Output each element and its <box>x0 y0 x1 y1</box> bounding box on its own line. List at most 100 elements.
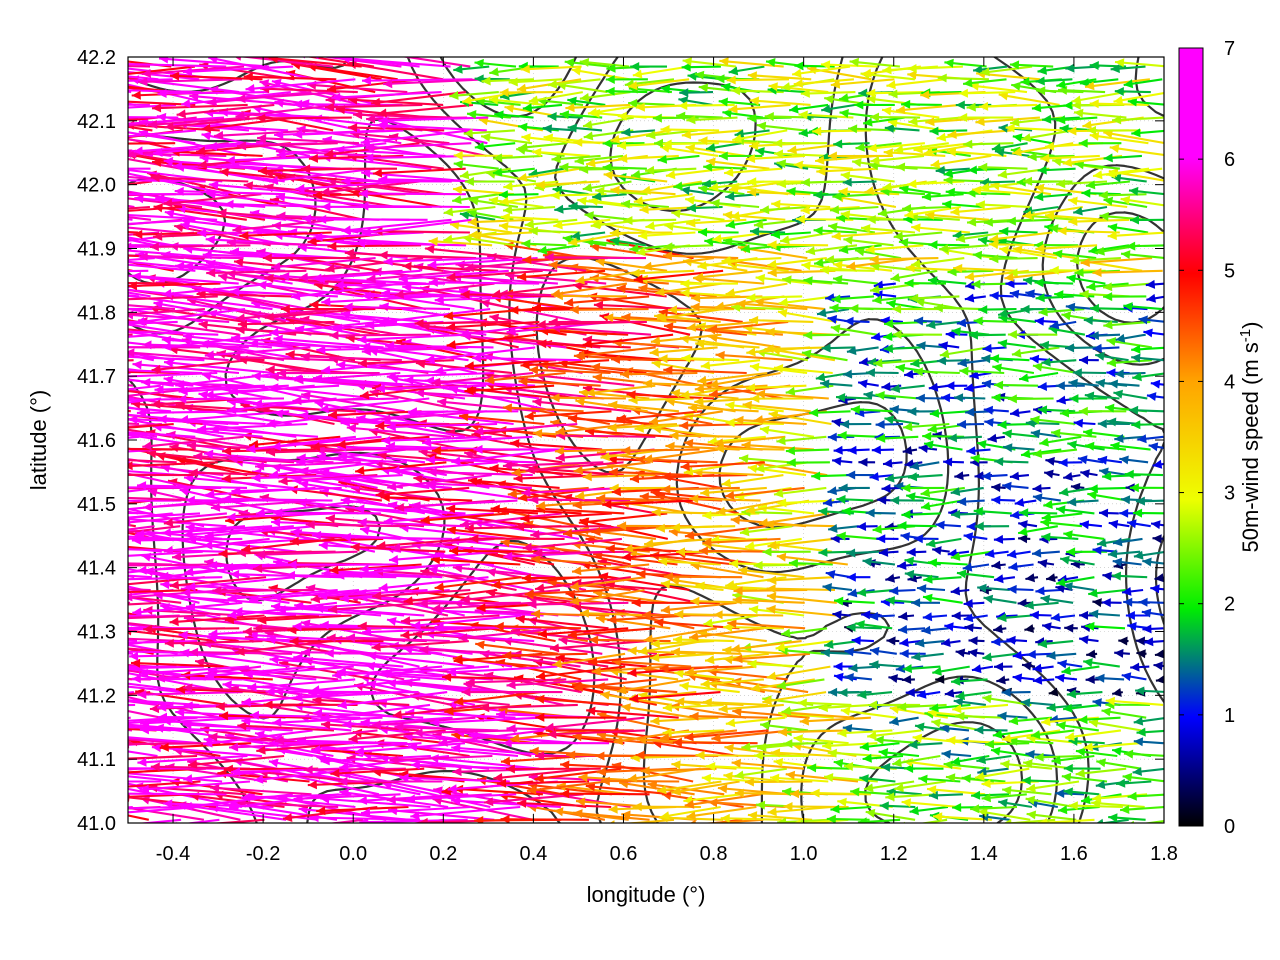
wind-arrow-shaft <box>403 735 510 745</box>
wind-arrow-head <box>65 340 75 349</box>
wind-arrow-head <box>535 694 545 704</box>
wind-arrow-head <box>405 794 416 804</box>
wind-arrow-head <box>449 546 459 556</box>
wind-arrow-head <box>846 548 856 558</box>
wind-arrow-shaft <box>627 649 696 655</box>
wind-arrow-head <box>137 690 147 699</box>
wind-arrow-head <box>23 201 33 210</box>
wind-arrow-head <box>319 620 329 630</box>
wind-arrow-head <box>392 710 403 720</box>
wind-arrow-head <box>515 614 526 624</box>
wind-arrow-head <box>1066 689 1077 699</box>
wind-arrow-head <box>161 528 172 538</box>
wind-arrow-head <box>1105 696 1115 706</box>
wind-arrow-shaft <box>690 600 759 604</box>
wind-arrow-shaft <box>233 610 342 617</box>
wind-arrow-head <box>1068 801 1078 811</box>
wind-arrow-head <box>84 484 93 493</box>
wind-arrow-shaft <box>621 705 694 719</box>
wind-arrow-head <box>1066 547 1076 557</box>
wind-arrow-head <box>51 392 61 401</box>
wind-arrow-head <box>218 549 228 559</box>
wind-arrow-head <box>785 770 796 780</box>
wind-arrow-head <box>29 282 38 291</box>
wind-arrow-head <box>558 636 569 646</box>
wind-arrow-head <box>1142 624 1152 634</box>
wind-arrow-shaft <box>386 681 497 694</box>
wind-arrow-head <box>632 802 642 812</box>
wind-arrow-head <box>731 758 741 768</box>
wind-arrow-head <box>62 332 72 341</box>
wind-arrow-head <box>19 537 29 546</box>
wind-arrow-head <box>23 307 32 316</box>
wind-arrow-shaft <box>333 570 443 579</box>
wind-arrow-head <box>1123 597 1133 607</box>
wind-arrow-head <box>204 670 215 680</box>
wind-arrow-shaft <box>661 793 744 809</box>
wind-arrow-head <box>289 536 299 546</box>
wind-arrow-shaft <box>161 525 273 535</box>
wind-arrow-head <box>700 679 710 689</box>
wind-arrow-head <box>956 569 967 579</box>
wind-arrow-head <box>830 804 840 814</box>
wind-arrow-shaft <box>777 729 849 734</box>
wind-arrow-head <box>48 204 58 213</box>
wind-arrow-head <box>1116 778 1126 788</box>
wind-arrow-head <box>464 523 474 533</box>
wind-arrow-head <box>90 463 100 472</box>
wind-arrow-head <box>452 767 462 777</box>
wind-arrow-head <box>66 662 75 671</box>
wind-arrow-shaft <box>380 496 473 502</box>
wind-arrow-shaft <box>366 653 475 668</box>
wind-arrow-head <box>627 773 638 783</box>
wind-arrow-head <box>716 506 726 516</box>
wind-arrow-head <box>345 633 356 643</box>
wind-arrow-shaft <box>128 806 205 821</box>
wind-arrow-head <box>451 743 461 753</box>
wind-arrow-head <box>834 672 844 682</box>
wind-arrow-shaft <box>480 703 578 710</box>
wind-arrow-shaft <box>572 734 654 745</box>
wind-arrow-shaft <box>668 530 746 540</box>
wind-arrow-shaft <box>649 553 735 566</box>
wind-arrow-head <box>950 586 961 596</box>
wind-arrow-head <box>820 648 831 658</box>
wind-arrow-head <box>48 595 58 604</box>
wind-arrow-shaft <box>656 780 722 793</box>
wind-arrow-head <box>950 756 961 766</box>
wind-arrow-head <box>25 703 34 712</box>
wind-arrow-shaft <box>341 536 453 540</box>
wind-arrow-head <box>905 688 915 697</box>
wind-arrow-head <box>395 503 405 512</box>
wind-arrow-shaft <box>869 257 939 261</box>
wind-arrow-head <box>208 560 218 570</box>
wind-arrow-head <box>529 746 539 756</box>
wind-arrow-shaft <box>128 699 174 706</box>
wind-arrow-head <box>474 816 484 823</box>
wind-arrow-shaft <box>209 818 265 823</box>
wind-arrow-shaft <box>1096 818 1129 823</box>
wind-arrow-shaft <box>169 576 267 587</box>
wind-arrow-head <box>94 351 103 360</box>
wind-arrow-shaft <box>775 640 834 650</box>
wind-arrow-shaft <box>411 614 522 628</box>
wind-arrow-head <box>1003 818 1012 823</box>
wind-arrow-head <box>321 569 331 579</box>
wind-arrow-shaft <box>704 652 769 662</box>
wind-arrow-head <box>595 751 605 761</box>
wind-arrow-head <box>1122 587 1132 596</box>
wind-arrow-head <box>909 806 919 816</box>
wind-arrow-head <box>841 506 851 516</box>
wind-arrow-head <box>169 617 179 627</box>
wind-arrow-shaft <box>738 568 805 579</box>
wind-arrow-head <box>778 727 788 737</box>
wind-arrow-head <box>941 749 951 759</box>
wind-arrow-shaft <box>747 813 813 821</box>
wind-arrow-head <box>993 534 1004 544</box>
wind-arrow-shaft <box>249 714 361 719</box>
wind-arrow-head <box>923 593 933 603</box>
wind-arrow-shaft <box>446 528 536 540</box>
wind-arrow-head <box>607 615 617 625</box>
wind-arrow-head <box>733 586 743 596</box>
wind-arrow-head <box>96 343 105 352</box>
